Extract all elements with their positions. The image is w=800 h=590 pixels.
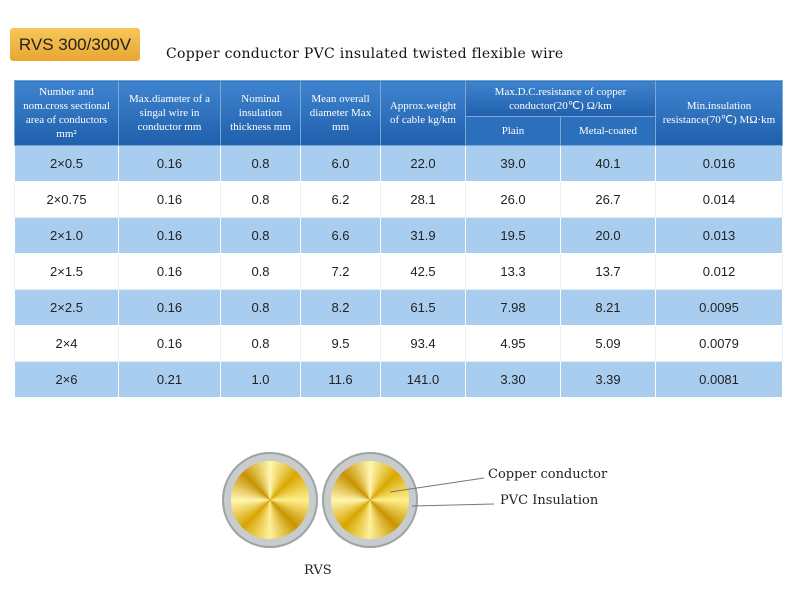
cell: 0.8 xyxy=(220,253,301,290)
cell: 0.8 xyxy=(220,289,301,326)
table-row: 2×0.5 0.16 0.8 6.0 22.0 39.0 40.1 0.016 xyxy=(14,145,784,182)
table-row: 2×2.5 0.16 0.8 8.2 61.5 7.98 8.21 0.0095 xyxy=(14,289,784,326)
cell: 26.0 xyxy=(465,181,561,218)
cell: 93.4 xyxy=(380,325,466,362)
cell: 39.0 xyxy=(465,145,561,182)
cell: 28.1 xyxy=(380,181,466,218)
cell: 42.5 xyxy=(380,253,466,290)
cell: 61.5 xyxy=(380,289,466,326)
cell: 0.0079 xyxy=(655,325,784,362)
cell: 19.5 xyxy=(465,217,561,254)
cell: 0.16 xyxy=(118,325,221,362)
conductor-left xyxy=(222,452,318,548)
table-row: 2×0.75 0.16 0.8 6.2 28.1 26.0 26.7 0.014 xyxy=(14,181,784,218)
cell: 3.30 xyxy=(465,361,561,398)
cell: 6.6 xyxy=(300,217,381,254)
conductor-right xyxy=(322,452,418,548)
cell: 2×0.75 xyxy=(14,181,119,218)
cell: 0.16 xyxy=(118,289,221,326)
spec-table: Number and nom.cross sectional area of c… xyxy=(14,80,784,398)
cell: 7.2 xyxy=(300,253,381,290)
cell: 2×6 xyxy=(14,361,119,398)
label-copper: Copper conductor xyxy=(488,467,608,482)
subcolumn-header: Metal-coated xyxy=(559,116,657,146)
column-header: Max.diameter of a singal wire in conduct… xyxy=(118,80,221,146)
table-row: 2×4 0.16 0.8 9.5 93.4 4.95 5.09 0.0079 xyxy=(14,325,784,362)
cell: 0.0081 xyxy=(655,361,784,398)
cell: 0.8 xyxy=(220,217,301,254)
column-header: Approx.weight of cable kg/km xyxy=(380,80,466,146)
cell: 20.0 xyxy=(559,217,657,254)
cell: 40.1 xyxy=(559,145,657,182)
column-header: Min.insulation resistance(70℃) MΩ·km xyxy=(655,80,784,146)
column-header: Max.D.C.resistance of copper conductor(2… xyxy=(464,80,657,117)
cell: 0.012 xyxy=(655,253,784,290)
cell: 0.016 xyxy=(655,145,784,182)
table-row: 2×6 0.21 1.0 11.6 141.0 3.30 3.39 0.0081 xyxy=(14,361,784,398)
cell: 8.21 xyxy=(559,289,657,326)
cell: 22.0 xyxy=(380,145,466,182)
cell: 0.013 xyxy=(655,217,784,254)
cell: 0.8 xyxy=(220,181,301,218)
cell: 2×1.0 xyxy=(14,217,119,254)
column-header: Mean overall diameter Max mm xyxy=(300,80,381,146)
cell: 0.16 xyxy=(118,217,221,254)
cell: 6.0 xyxy=(300,145,381,182)
cell: 0.0095 xyxy=(655,289,784,326)
subcolumn-header: Plain xyxy=(465,116,561,146)
cell: 6.2 xyxy=(300,181,381,218)
subheader-row: Plain Metal-coated xyxy=(15,116,783,146)
cell: 0.8 xyxy=(220,145,301,182)
cell: 0.014 xyxy=(655,181,784,218)
cell: 13.3 xyxy=(465,253,561,290)
cell: 11.6 xyxy=(300,361,381,398)
header-row: Number and nom.cross sectional area of c… xyxy=(14,80,784,146)
cell: 8.2 xyxy=(300,289,381,326)
cell: 31.9 xyxy=(380,217,466,254)
label-pvc: PVC Insulation xyxy=(500,493,599,508)
cell: 0.21 xyxy=(118,361,221,398)
cell: 0.8 xyxy=(220,325,301,362)
cell: 2×0.5 xyxy=(14,145,119,182)
cell: 2×1.5 xyxy=(14,253,119,290)
cell: 0.16 xyxy=(118,145,221,182)
badge: RVS 300/300V xyxy=(10,28,140,61)
cell: 0.16 xyxy=(118,181,221,218)
cell: 3.39 xyxy=(559,361,657,398)
cell: 26.7 xyxy=(559,181,657,218)
cell: 2×4 xyxy=(14,325,119,362)
table-row: 2×1.5 0.16 0.8 7.2 42.5 13.3 13.7 0.012 xyxy=(14,253,784,290)
column-header: Number and nom.cross sectional area of c… xyxy=(14,80,119,146)
table-row: 2×1.0 0.16 0.8 6.6 31.9 19.5 20.0 0.013 xyxy=(14,217,784,254)
cell: 5.09 xyxy=(559,325,657,362)
title: Copper conductor PVC insulated twisted f… xyxy=(166,46,564,62)
cell: 9.5 xyxy=(300,325,381,362)
cell: 0.16 xyxy=(118,253,221,290)
cell: 7.98 xyxy=(465,289,561,326)
cell: 13.7 xyxy=(559,253,657,290)
cell: 2×2.5 xyxy=(14,289,119,326)
cell: 141.0 xyxy=(380,361,466,398)
cell: 1.0 xyxy=(220,361,301,398)
caption: RVS xyxy=(304,563,332,578)
column-header: Nominal insulation thickness mm xyxy=(220,80,301,146)
cell: 4.95 xyxy=(465,325,561,362)
